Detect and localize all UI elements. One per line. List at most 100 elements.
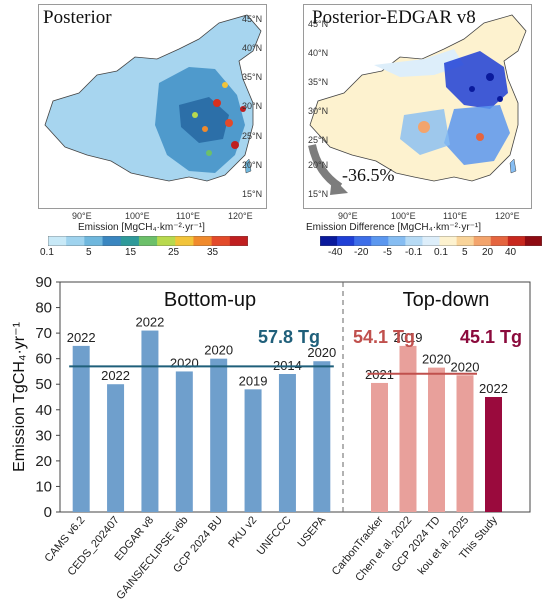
lat-label: 35°N (308, 77, 329, 87)
x-tick-label: UNFCCC (255, 514, 294, 557)
bar (456, 375, 474, 512)
colorbar-swatch (473, 236, 492, 246)
colorbar-tick: 0.1 (434, 247, 448, 258)
bar-year-label: 2022 (67, 330, 96, 345)
difference-colorbar (320, 236, 542, 246)
colorbar-swatch (405, 236, 423, 246)
lat-label: 45°N (308, 19, 329, 29)
colorbar-tick: 5 (462, 247, 468, 258)
taiwan-right (509, 158, 517, 174)
difference-map-title: Posterior-EDGAR v8 (312, 7, 476, 28)
y-tick-label: 40 (35, 402, 52, 419)
colorbar-swatch (138, 236, 158, 246)
y-axis-label: Emission TgCH₄·yr⁻¹ (11, 322, 28, 472)
posterior-colorbar (48, 236, 248, 246)
lat-label: 30°N (308, 106, 329, 116)
top-down-mean-label: 54.1 Tg (353, 327, 415, 347)
y-tick-label: 50 (35, 376, 52, 393)
bar-year-label: 2019 (394, 330, 423, 345)
colorbar-tick: 15 (125, 247, 137, 258)
bar (141, 330, 159, 512)
colorbar-swatch (157, 236, 176, 246)
colorbar-swatch (211, 236, 231, 246)
colorbar-tick: 35 (207, 247, 219, 258)
colorbar-swatch (320, 236, 338, 246)
difference-map-panel: Posterior-EDGAR v8 -36.5% 45°N 40°N 35°N… (303, 4, 532, 209)
x-tick-label: PKU v2 (226, 514, 259, 550)
bar (428, 367, 445, 512)
colorbar-tick: 0.1 (40, 247, 54, 258)
north-china-low (444, 51, 508, 109)
colorbar-swatch (422, 236, 441, 246)
lat-label: 25°N (242, 131, 263, 141)
bar-year-label: 2022 (101, 368, 130, 383)
lon-label: 100°E (125, 211, 150, 221)
lat-label: 40°N (308, 48, 329, 58)
colorbar-swatch (490, 236, 509, 246)
bar (210, 358, 228, 512)
bar (399, 345, 417, 512)
lon-label: 90°E (338, 211, 358, 221)
colorbar-swatch (120, 236, 140, 246)
colorbar-tick: -20 (354, 247, 369, 258)
colorbar-swatch (175, 236, 194, 246)
colorbar-tick: 25 (168, 247, 180, 258)
lon-label: 100°E (391, 211, 416, 221)
lon-label: 110°E (443, 211, 467, 221)
y-tick-label: 80 (35, 300, 52, 317)
lat-label: 45°N (242, 14, 263, 24)
lat-label: 15°N (242, 189, 263, 199)
lon-label: 120°E (228, 211, 253, 221)
bar-year-label: 2020 (307, 345, 336, 360)
taiwan-left (244, 158, 252, 174)
lat-label: 15°N (308, 189, 329, 199)
bottom-up-mean-label: 57.8 Tg (258, 327, 320, 347)
bar (313, 361, 331, 512)
bar-year-label: 2022 (479, 381, 508, 396)
bar (371, 382, 388, 512)
y-tick-label: 60 (35, 351, 52, 368)
lat-label: 20°N (308, 160, 329, 170)
colorbar-tick: 20 (482, 247, 494, 258)
bar-year-label: 2019 (239, 373, 268, 388)
bar-year-label: 2020 (451, 359, 480, 374)
y-tick-label: 90 (35, 274, 52, 291)
lat-label: 40°N (242, 43, 263, 53)
lat-label: 25°N (308, 135, 329, 145)
bar-year-label: 2020 (204, 343, 233, 358)
lon-label: 110°E (176, 211, 200, 221)
bar (72, 345, 90, 512)
difference-colorbar-title: Emission Difference [MgCH₄·km⁻²·yr⁻¹] (306, 222, 482, 233)
y-tick-label: 0 (44, 504, 52, 521)
colorbar-tick: -5 (383, 247, 392, 258)
colorbar-tick: -40 (328, 247, 343, 258)
bar (107, 384, 125, 512)
colorbar-swatch (102, 236, 122, 246)
y-tick-label: 20 (35, 453, 52, 470)
bar (485, 397, 502, 512)
colorbar-swatch (371, 236, 389, 246)
bar (278, 374, 296, 512)
emission-bar-chart: 0 10 20 30 40 50 60 70 80 90 Emission TgCH₄·yr⁻¹ 20… (11, 274, 531, 600)
colorbar-tick: 40 (505, 247, 517, 258)
bar-year-label: 2022 (135, 315, 164, 330)
colorbar-swatch (354, 236, 372, 246)
top-down-heading: Top-down (403, 289, 490, 311)
y-tick-label: 10 (35, 478, 52, 495)
x-tick-label: USEPA (295, 514, 328, 550)
difference-annotation: -36.5% (342, 165, 395, 185)
colorbar-swatch (193, 236, 213, 246)
colorbar-swatch (388, 236, 406, 246)
y-tick-label: 30 (35, 427, 52, 444)
bar-year-label: 2020 (422, 352, 451, 367)
colorbar-tick: 5 (86, 247, 92, 258)
lat-label: 35°N (242, 72, 263, 82)
difference-map (308, 14, 527, 195)
posterior-map-panel: Posterior 45°N 40°N 35°N 30°N 25°N 20°N … (38, 4, 267, 209)
colorbar-swatch (456, 236, 475, 246)
lon-label: 90°E (72, 211, 92, 221)
bar (175, 371, 193, 512)
colorbar-tick: -0.1 (405, 247, 423, 258)
bottom-up-heading: Bottom-up (164, 289, 256, 311)
colorbar-swatch (524, 236, 542, 246)
